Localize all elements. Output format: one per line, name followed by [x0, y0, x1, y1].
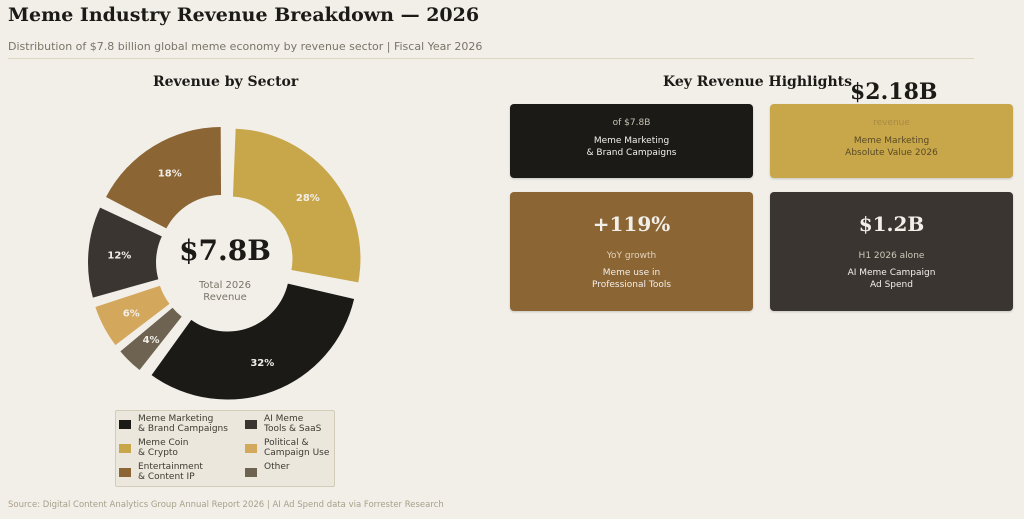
highlight-description: Meme Marketing & Brand Campaigns [586, 136, 677, 158]
highlights-title: Key Revenue Highlights [663, 74, 852, 90]
donut-slice [88, 207, 162, 298]
highlight-card: $1.2B H1 2026 alone AI Meme Campaign Ad Sp… [770, 192, 1013, 311]
page-subtitle: Distribution of $7.8 billion global meme… [8, 40, 483, 53]
legend-item: Political & Campaign Use [245, 438, 329, 458]
highlight-top-value: $2.18B [850, 79, 938, 105]
donut-slice-label: 4% [143, 335, 160, 346]
donut-slice [151, 283, 355, 400]
header-divider [8, 58, 974, 59]
legend-swatch [245, 444, 257, 453]
highlight-description: Meme Marketing Absolute Value 2026 [845, 136, 938, 158]
legend-swatch [245, 468, 257, 477]
source-note: Source: Digital Content Analytics Group … [8, 500, 444, 510]
donut-slice-label: 18% [158, 169, 182, 180]
donut-slice-label: 32% [250, 358, 274, 369]
page-title: Meme Industry Revenue Breakdown — 2026 [8, 4, 480, 26]
legend-label: Other [264, 462, 290, 472]
legend-label: Meme Marketing & Brand Campaigns [138, 414, 228, 434]
donut-slice [106, 127, 222, 229]
legend-item: Meme Marketing & Brand Campaigns [119, 414, 228, 434]
donut-slice [232, 128, 361, 283]
highlight-card: +119% YoY growth Meme use in Professional … [510, 192, 753, 311]
legend-swatch [119, 444, 131, 453]
legend-item: Entertainment & Content IP [119, 462, 203, 482]
legend-label: AI Meme Tools & SaaS [264, 414, 322, 434]
highlight-card: revenue Meme Marketing Absolute Value 202… [770, 104, 1013, 178]
highlight-subtext: of $7.8B [612, 118, 651, 128]
donut-center-label: Total 2026 Revenue [198, 280, 251, 303]
revenue-donut-chart: 32% 28% 18% 12% 6% 4% $7.8B Total 2026 Revenue [88, 127, 361, 400]
legend-swatch [119, 420, 131, 429]
highlight-value: $1.2B [858, 212, 925, 236]
donut-slice-label: 12% [107, 250, 131, 261]
legend-label: Entertainment & Content IP [138, 462, 203, 482]
highlight-description: AI Meme Campaign Ad Spend [847, 268, 936, 290]
legend-swatch [119, 468, 131, 477]
donut-slice [95, 285, 170, 346]
donut-center-value: $7.8B [179, 234, 271, 267]
highlight-subtext: H1 2026 alone [858, 251, 925, 261]
highlight-description: Meme use in Professional Tools [591, 268, 672, 290]
highlight-subtext: revenue [873, 118, 910, 128]
highlight-value: +119% [592, 212, 671, 236]
legend-swatch [245, 420, 257, 429]
legend-label: Political & Campaign Use [264, 438, 330, 458]
donut-slice-label: 6% [123, 308, 140, 319]
highlight-subtext: YoY growth [606, 251, 657, 261]
chart-legend: Meme Marketing & Brand Campaigns AI Meme … [115, 410, 335, 487]
legend-label: Meme Coin & Crypto [138, 438, 189, 458]
legend-item: Other [245, 462, 290, 477]
legend-item: Meme Coin & Crypto [119, 438, 188, 458]
legend-item: AI Meme Tools & SaaS [245, 414, 321, 434]
donut-slice-label: 28% [296, 193, 320, 204]
donut-panel-title: Revenue by Sector [153, 74, 299, 90]
highlight-card: of $7.8B Meme Marketing & Brand Campaigns [510, 104, 753, 178]
donut-slice [120, 307, 182, 371]
